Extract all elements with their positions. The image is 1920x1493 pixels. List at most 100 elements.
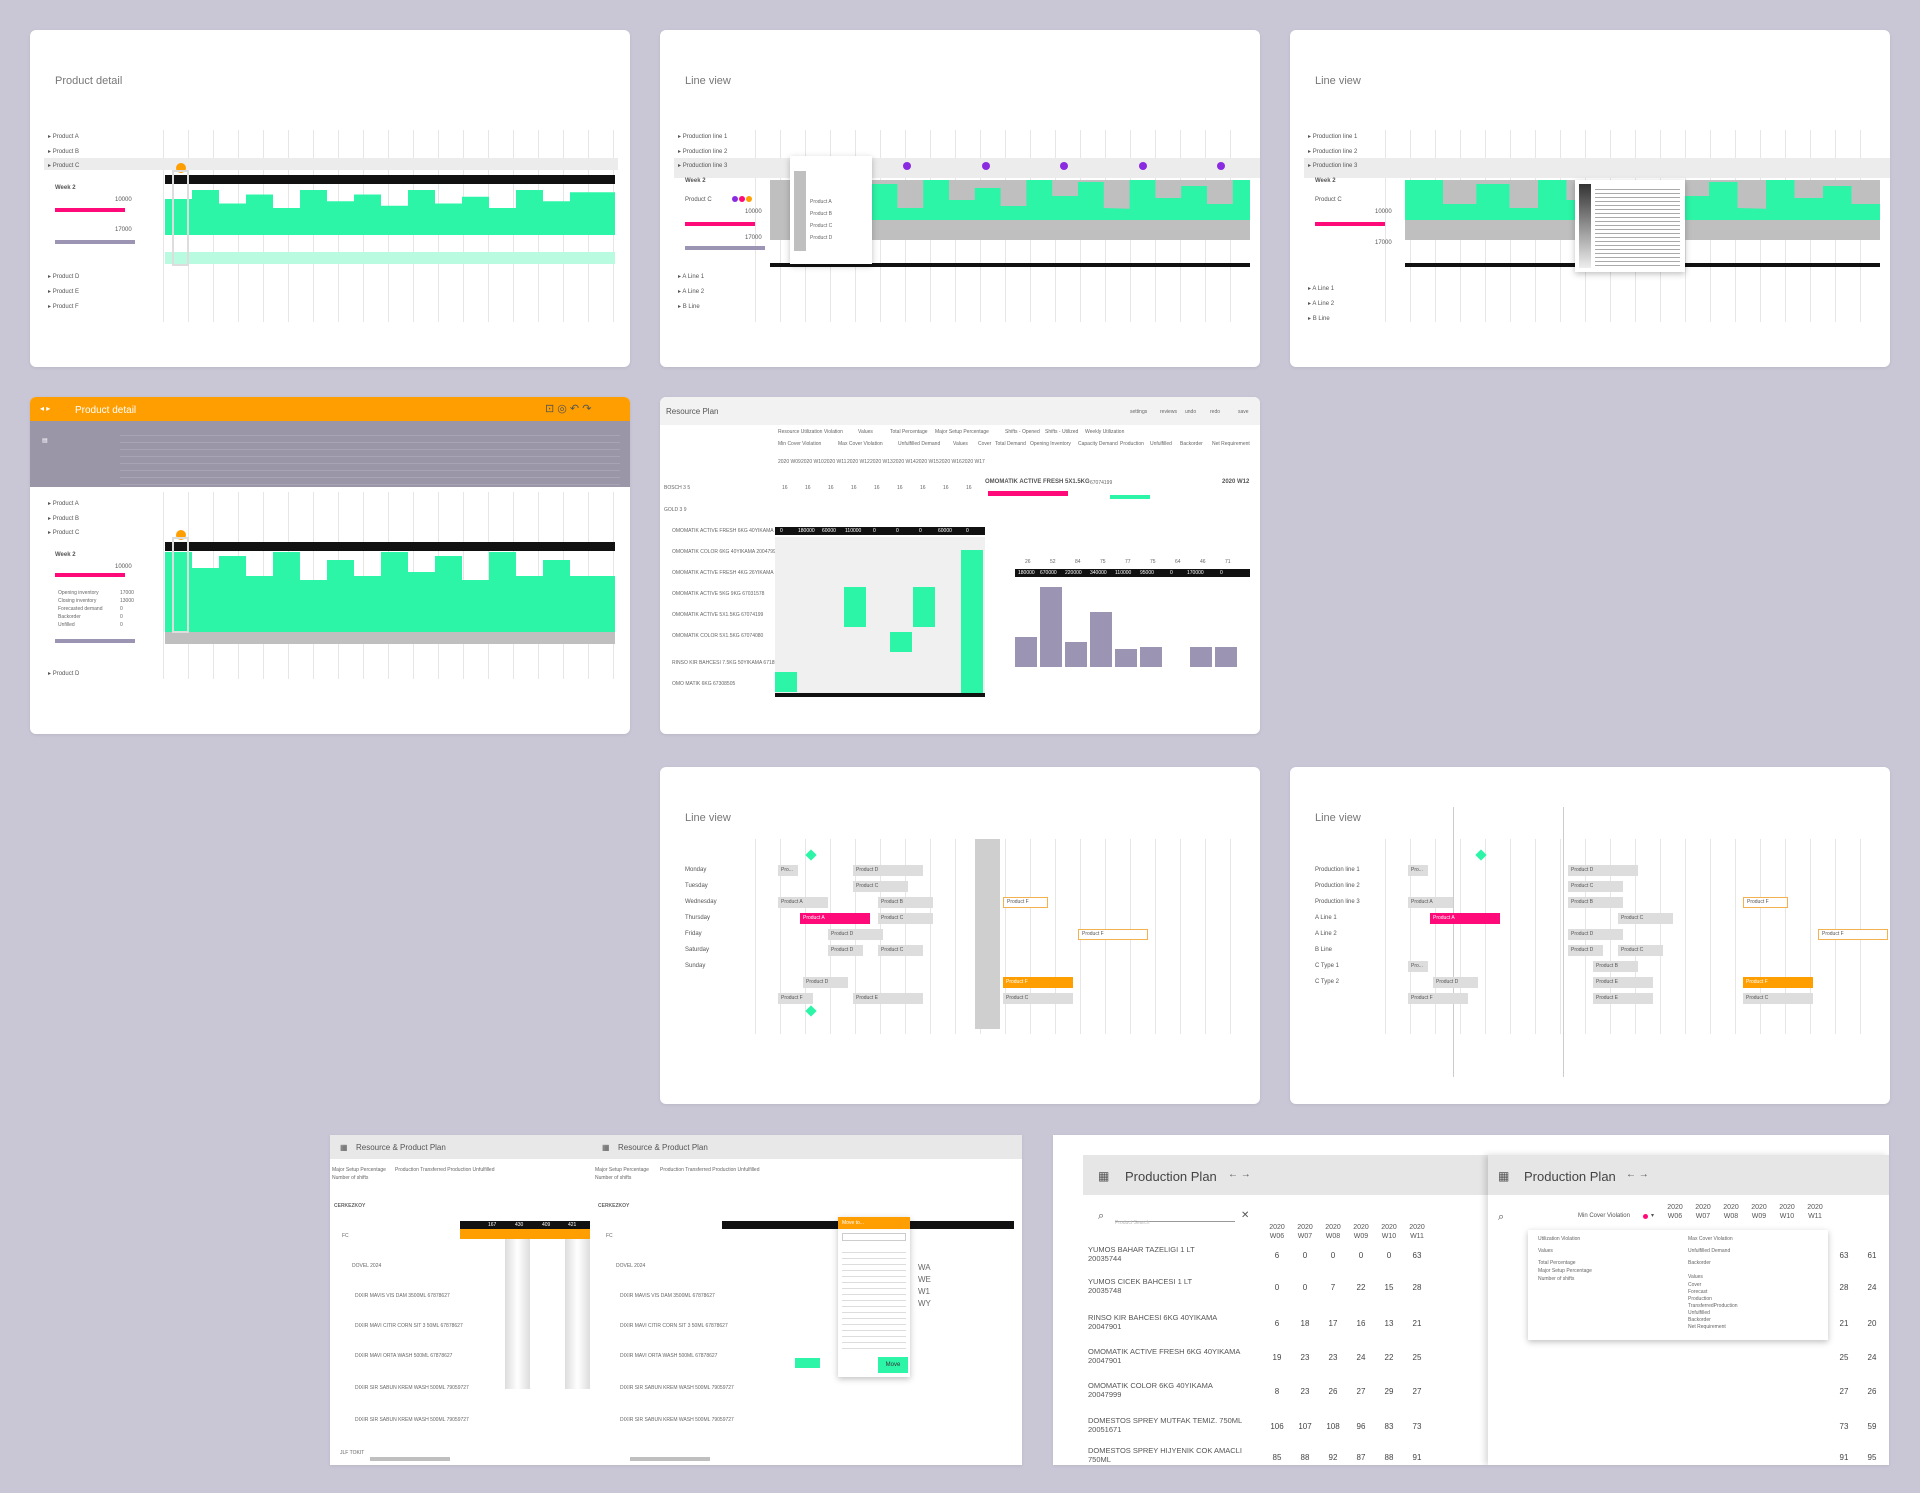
dropdown-item[interactable]: Max Cover Violation bbox=[1688, 1236, 1733, 1242]
cell-value[interactable]: 83 bbox=[1384, 1422, 1394, 1431]
cell-value[interactable]: 88 bbox=[1384, 1453, 1394, 1462]
cell-value[interactable]: 19 bbox=[1272, 1353, 1282, 1362]
selected-week-marker[interactable] bbox=[176, 530, 186, 540]
product-row[interactable]: DIXIR MAVI CITIR CORN SIT 3 50ML 6787862… bbox=[355, 1323, 463, 1329]
cell-value[interactable]: 24 bbox=[1867, 1353, 1877, 1362]
filter-dropdown[interactable]: Utilization Violation Max Cover Violatio… bbox=[1528, 1230, 1828, 1340]
toolbar-save[interactable]: save bbox=[1238, 409, 1249, 415]
task-chip[interactable]: Product C bbox=[1003, 993, 1073, 1004]
grid-icon[interactable]: ▦ bbox=[1498, 1169, 1510, 1183]
product-row[interactable]: OMOMATIK ACTIVE FRESH 6KG 40YIKAMA 20047… bbox=[672, 528, 797, 534]
cell-value[interactable]: 107 bbox=[1298, 1422, 1312, 1431]
cell-value[interactable]: 21 bbox=[1839, 1319, 1849, 1328]
close-icon[interactable]: ✕ bbox=[1241, 1210, 1250, 1221]
cell-value[interactable]: 61 bbox=[1867, 1251, 1877, 1260]
row-label[interactable]: Production line 3 bbox=[1308, 162, 1358, 169]
sub-row[interactable]: FC bbox=[606, 1233, 613, 1239]
task-chip[interactable]: Product F bbox=[1408, 993, 1468, 1004]
cell-value[interactable]: 24 bbox=[1867, 1283, 1877, 1292]
cell-value[interactable]: 18 bbox=[1300, 1319, 1310, 1328]
filter-chip[interactable]: Total Demand bbox=[995, 441, 1026, 447]
grid-icon[interactable]: ▦ bbox=[340, 1143, 348, 1152]
list-popup[interactable] bbox=[1575, 180, 1685, 272]
cell-value[interactable]: 21 bbox=[1412, 1319, 1422, 1328]
sub-row[interactable]: FC bbox=[342, 1233, 349, 1239]
selected-week-column[interactable] bbox=[172, 170, 189, 266]
cell-value[interactable]: 25 bbox=[1412, 1353, 1422, 1362]
task-chip-highlight[interactable]: Product F bbox=[1078, 929, 1148, 940]
task-chip[interactable]: Product E bbox=[853, 993, 923, 1004]
cell-value[interactable]: 27 bbox=[1356, 1387, 1366, 1396]
nav-arrows-icon[interactable]: ← → bbox=[1626, 1169, 1649, 1180]
filter-chip[interactable]: Opening Inventory bbox=[1030, 441, 1071, 447]
toolbar-redo[interactable]: redo bbox=[1210, 409, 1221, 415]
search-input[interactable]: Product Search bbox=[1115, 1211, 1235, 1226]
cell-value[interactable]: 7 bbox=[1330, 1283, 1336, 1292]
row-label[interactable]: A Line 2 bbox=[678, 288, 704, 295]
row-label[interactable]: Product B bbox=[48, 148, 79, 155]
product-row[interactable]: DIXIR MAVI ORTA WASH 500ML 67878627 bbox=[355, 1353, 453, 1359]
search-icon[interactable]: ⌕ bbox=[1498, 1211, 1505, 1223]
dropdown-item[interactable]: Unfulfilled bbox=[1688, 1310, 1710, 1316]
violation-marker[interactable] bbox=[1217, 162, 1225, 170]
cell-value[interactable]: 85 bbox=[1272, 1453, 1282, 1462]
cell-value[interactable]: 23 bbox=[1300, 1353, 1310, 1362]
slider[interactable] bbox=[55, 639, 135, 643]
task-chip[interactable]: Product B bbox=[878, 897, 933, 908]
row-label[interactable]: C Type 2 bbox=[1315, 979, 1339, 985]
dropdown-item[interactable]: Unfulfilled Demand bbox=[1688, 1248, 1731, 1254]
toolbar-settings[interactable]: settings bbox=[1130, 409, 1148, 415]
row-label[interactable]: Product C bbox=[48, 162, 80, 169]
task-chip[interactable]: Product C bbox=[878, 913, 933, 924]
filter-chip[interactable]: Shifts - Utilized bbox=[1045, 429, 1079, 435]
task-chip-highlight[interactable]: Product F bbox=[1003, 897, 1048, 908]
dropdown-item[interactable]: Major Setup Percentage bbox=[1538, 1268, 1592, 1274]
task-chip-active[interactable]: Product A bbox=[1430, 913, 1500, 924]
row-label[interactable]: Production line 3 bbox=[678, 162, 728, 169]
product-row[interactable]: DIXIR MAVI CITIR CORN SIT 3 50ML 6787862… bbox=[620, 1323, 728, 1329]
product-row[interactable]: DIXIR SIR SABUN KREM WASH 500ML 79059727 bbox=[355, 1417, 469, 1423]
cell-value[interactable]: 6 bbox=[1274, 1319, 1280, 1328]
year-row[interactable]: DOVEL 2024 bbox=[616, 1263, 646, 1269]
toolbar-icons[interactable]: ⊡ ◎ ↶ ↷ bbox=[545, 403, 592, 415]
cell-value[interactable]: 27 bbox=[1412, 1387, 1422, 1396]
task-chip[interactable]: Product D bbox=[803, 977, 848, 988]
product-row[interactable]: DIXIR SIR SABUN KREM WASH 500ML 79059727 bbox=[620, 1417, 734, 1423]
cell-value[interactable]: 0 bbox=[1358, 1251, 1364, 1260]
chevron-down-icon[interactable]: ▾ bbox=[1651, 1213, 1655, 1219]
cell-value[interactable]: 13 bbox=[1384, 1319, 1394, 1328]
task-chip[interactable]: Product C bbox=[1743, 993, 1813, 1004]
task-chip[interactable]: Product C bbox=[1618, 913, 1673, 924]
cell-value[interactable]: 0 bbox=[1274, 1283, 1280, 1292]
row-label[interactable]: A Line 1 bbox=[1315, 915, 1337, 921]
cell-value[interactable]: 20 bbox=[1867, 1319, 1877, 1328]
nav-arrows-icon[interactable]: ◂ ▸ bbox=[40, 404, 51, 413]
product-row[interactable]: DIXIR SIR SABUN KREM WASH 500ML 79059727 bbox=[355, 1385, 469, 1391]
filter-label[interactable]: Min Cover Violation bbox=[1578, 1213, 1630, 1219]
scrollbar[interactable] bbox=[370, 1457, 450, 1461]
cell-value[interactable]: 22 bbox=[1384, 1353, 1394, 1362]
slider[interactable] bbox=[55, 240, 135, 244]
task-chip[interactable]: Product D bbox=[1568, 865, 1638, 876]
cell-value[interactable]: 106 bbox=[1270, 1422, 1284, 1431]
task-chip[interactable]: Product D bbox=[1568, 929, 1623, 940]
task-chip[interactable]: Product D bbox=[1433, 977, 1478, 988]
task-chip[interactable]: Product D bbox=[828, 929, 883, 940]
table-icon[interactable]: ▤ bbox=[42, 438, 48, 444]
cell-value[interactable]: 15 bbox=[1384, 1283, 1394, 1292]
task-chip-highlight[interactable]: Product F bbox=[1818, 929, 1888, 940]
task-chip-orange[interactable]: Product F bbox=[1743, 977, 1813, 988]
product-row[interactable]: OMO MATIK 6KG 67308505 bbox=[672, 681, 736, 687]
violation-marker[interactable] bbox=[903, 162, 911, 170]
row-label[interactable]: Product C bbox=[48, 529, 80, 536]
task-chip[interactable]: Product D bbox=[828, 945, 863, 956]
dropdown-item[interactable]: Values bbox=[1538, 1248, 1553, 1254]
task-chip[interactable]: Product C bbox=[878, 945, 923, 956]
move-button[interactable]: Move bbox=[878, 1357, 908, 1373]
row-label[interactable]: Product A bbox=[48, 500, 79, 507]
row-label[interactable]: Production line 2 bbox=[678, 148, 728, 155]
row-label[interactable]: Production line 1 bbox=[1308, 133, 1358, 140]
filter-chip[interactable]: Capacity Demand bbox=[1078, 441, 1118, 447]
product-row[interactable]: DOMESTOS SPREY MUTFAK TEMIZ. 750ML 200516… bbox=[1088, 1416, 1243, 1434]
row-label[interactable]: B Line bbox=[1308, 315, 1330, 322]
